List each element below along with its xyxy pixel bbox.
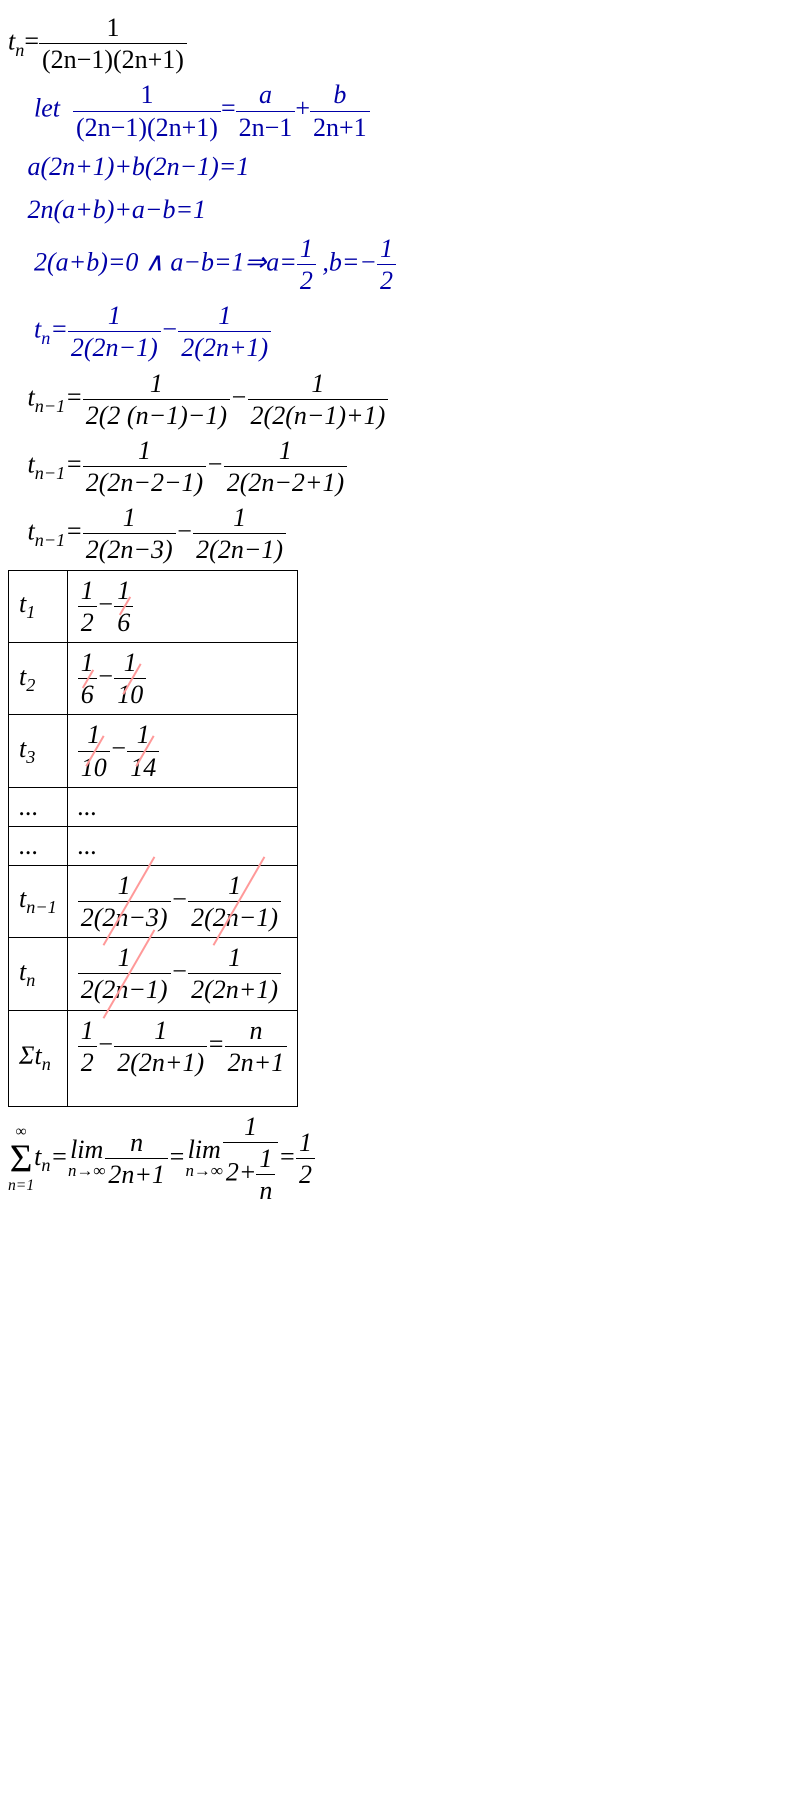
table-cell-left: ...: [9, 826, 68, 865]
table-cell-left: t3: [9, 715, 68, 787]
table-cell-left: Σtn: [9, 1010, 68, 1106]
sum-symbol: ∞ Σ n=1: [8, 1124, 34, 1194]
table-cell-left: ...: [9, 787, 68, 826]
fraction: 12(2n+1): [178, 300, 271, 363]
fraction: 12(2n−2−1): [83, 435, 206, 498]
table-row: t216−110: [9, 643, 298, 715]
fraction: 12(2n−3): [83, 502, 176, 565]
fraction: 1(2n−1)(2n+1): [73, 79, 221, 142]
fraction: 12(2(n−1)+1): [248, 368, 389, 431]
eq: =: [24, 27, 39, 56]
fraction: 12(2 (n−1)−1): [83, 368, 230, 431]
limit: limn→∞: [68, 1137, 105, 1180]
table-cell-right: 16−110: [67, 643, 298, 715]
limit: limn→∞: [185, 1137, 222, 1180]
telescoping-table: t112−16t216−110t3110−114............tn−1…: [8, 570, 298, 1107]
fraction: 12: [297, 233, 316, 296]
fraction: 12(2n−2+1): [224, 435, 347, 498]
table-cell-left: tn: [9, 938, 68, 1010]
line-7: tn−1=12(2 (n−1)−1)−12(2(n−1)+1): [8, 368, 792, 431]
let-text: let: [8, 94, 73, 123]
table-row: t3110−114: [9, 715, 298, 787]
fraction: b2n+1: [310, 79, 370, 142]
table-row: Σtn12−12(2n+1)=n2n+1: [9, 1010, 298, 1106]
table-cell-left: tn−1: [9, 865, 68, 937]
table-cell-right: 12(2n−3)−12(2n−1): [67, 865, 298, 937]
fraction: 12: [296, 1127, 315, 1190]
table-row: ......: [9, 787, 298, 826]
nested-fraction: 1n: [256, 1143, 275, 1206]
table-cell-right: 12−16: [67, 570, 298, 642]
line-6: tn=12(2n−1)−12(2n+1): [8, 300, 792, 363]
table-cell-left: t2: [9, 643, 68, 715]
line-2: let 1(2n−1)(2n+1)=a2n−1+b2n+1: [8, 79, 792, 142]
fraction: 1(2n−1)(2n+1): [39, 12, 187, 75]
line-4: 2n(a+b)+a−b=1: [8, 190, 792, 229]
fraction: 12: [377, 233, 396, 296]
line-9: tn−1=12(2n−3)−12(2n−1): [8, 502, 792, 565]
line-8: tn−1=12(2n−2−1)−12(2n−2+1): [8, 435, 792, 498]
table-row: tn−112(2n−3)−12(2n−1): [9, 865, 298, 937]
table-row: t112−16: [9, 570, 298, 642]
sub-n: n: [15, 40, 24, 60]
line-3: a(2n+1)+b(2n−1)=1: [8, 147, 792, 186]
fraction: a2n−1: [236, 79, 296, 142]
table-cell-right: 12(2n−1)−12(2n+1): [67, 938, 298, 1010]
line-1: tn=1(2n−1)(2n+1): [8, 12, 792, 75]
fraction: 12(2n−1): [193, 502, 286, 565]
table-row: tn12(2n−1)−12(2n+1): [9, 938, 298, 1010]
fraction: 12+1n: [223, 1111, 279, 1207]
table-cell-right: 110−114: [67, 715, 298, 787]
table-cell-right: ...: [67, 787, 298, 826]
final-line: ∞ Σ n=1 tn=limn→∞n2n+1=limn→∞12+1n=12: [8, 1111, 792, 1207]
table-cell-right: 12−12(2n+1)=n2n+1: [67, 1010, 298, 1106]
fraction: 12(2n−1): [68, 300, 161, 363]
table-cell-left: t1: [9, 570, 68, 642]
fraction: n2n+1: [105, 1127, 168, 1190]
line-5: 2(a+b)=0 ∧ a−b=1⇒a=12 ,b=−12: [8, 233, 792, 296]
